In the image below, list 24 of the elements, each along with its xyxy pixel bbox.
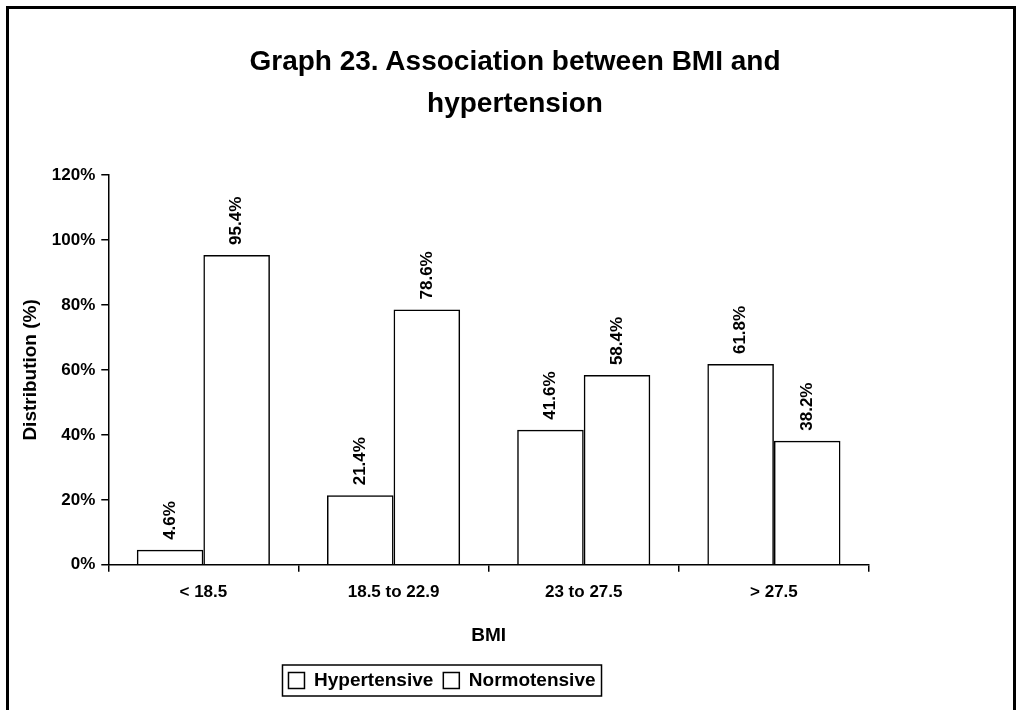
- data-label: 95.4%: [226, 196, 246, 245]
- x-axis-title: BMI: [471, 623, 507, 645]
- y-tick-label: 120%: [51, 164, 96, 184]
- legend-label: Normotensive: [468, 668, 596, 690]
- x-tick-label: < 18.5: [179, 581, 228, 601]
- y-tick-label: 100%: [51, 229, 96, 249]
- y-axis-title: Distribution (%): [18, 299, 40, 441]
- legend-label: Hypertensive: [313, 668, 434, 690]
- data-label: 38.2%: [796, 382, 816, 431]
- data-label: 41.6%: [540, 371, 560, 420]
- data-label: 4.6%: [159, 501, 179, 540]
- data-label: 78.6%: [416, 251, 436, 300]
- data-label: 61.8%: [730, 305, 750, 355]
- data-label: 58.4%: [606, 316, 626, 366]
- y-tick-label: 0%: [70, 554, 96, 574]
- chart-title: Graph 23. Association between BMI and hypertension: [248, 44, 782, 120]
- x-tick-label: 18.5 to 22.9: [347, 581, 440, 601]
- x-tick-label: > 27.5: [750, 581, 798, 601]
- y-tick-label: 60%: [61, 359, 96, 379]
- x-tick-label: 23 to 27.5: [544, 581, 623, 601]
- y-tick-label: 20%: [61, 489, 96, 509]
- y-tick-label: 80%: [61, 294, 96, 314]
- data-label: 21.4%: [349, 437, 369, 486]
- y-tick-label: 40%: [61, 424, 96, 444]
